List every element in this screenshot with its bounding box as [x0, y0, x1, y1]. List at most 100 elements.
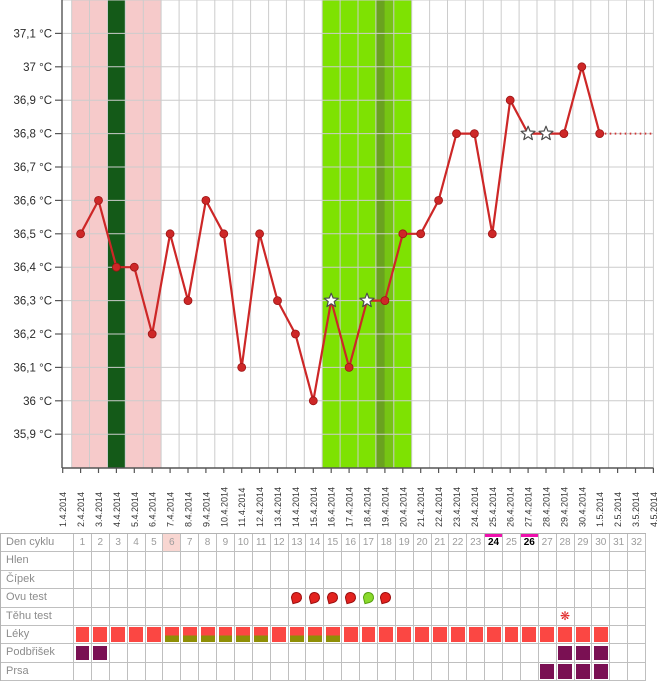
temp-point[interactable]: [165, 229, 175, 239]
day-cell[interactable]: [127, 589, 146, 608]
star-marker[interactable]: [359, 292, 375, 308]
day-cell[interactable]: [360, 625, 378, 645]
day-cell[interactable]: [556, 552, 575, 571]
medication-square[interactable]: [486, 627, 501, 642]
ovulation-test-negative-drop-icon[interactable]: [379, 590, 393, 605]
day-cell[interactable]: [610, 589, 629, 608]
ovulation-test-negative-drop-icon[interactable]: [325, 590, 339, 605]
temp-point[interactable]: [290, 329, 300, 339]
day-cell[interactable]: [288, 644, 307, 663]
day-cell[interactable]: [556, 589, 575, 608]
day-cell[interactable]: [288, 625, 307, 645]
day-cell[interactable]: [91, 589, 110, 608]
day-cell[interactable]: [395, 607, 414, 626]
medication-square[interactable]: [343, 627, 358, 642]
day-number[interactable]: 23: [470, 537, 482, 548]
day-cell[interactable]: [556, 625, 575, 645]
day-cell[interactable]: [145, 570, 164, 590]
day-number[interactable]: 25: [505, 537, 517, 548]
day-cell[interactable]: [145, 552, 164, 571]
day-cell[interactable]: 10: [234, 534, 253, 553]
day-cell[interactable]: 22: [449, 534, 468, 553]
day-cell[interactable]: [181, 662, 200, 681]
day-cell[interactable]: [199, 607, 217, 626]
day-cell[interactable]: [377, 589, 396, 608]
day-cell[interactable]: [485, 589, 503, 608]
day-cell[interactable]: [91, 662, 110, 681]
day-cell[interactable]: [306, 662, 325, 681]
day-cell[interactable]: [556, 662, 575, 681]
breasts-square[interactable]: [558, 664, 572, 679]
day-cell[interactable]: [217, 662, 235, 681]
day-cell[interactable]: [592, 552, 611, 571]
day-cell[interactable]: [413, 552, 432, 571]
day-cell[interactable]: [538, 625, 557, 645]
day-cell[interactable]: [431, 625, 450, 645]
day-cell[interactable]: [485, 662, 503, 681]
day-cell[interactable]: [467, 552, 486, 571]
day-cell[interactable]: [413, 589, 432, 608]
day-cell[interactable]: [288, 607, 307, 626]
day-number[interactable]: 32: [631, 537, 643, 548]
lower-abdomen-square[interactable]: [93, 645, 108, 661]
day-cell[interactable]: [306, 552, 325, 571]
day-cell[interactable]: [538, 607, 557, 626]
medication-square-two-tone[interactable]: [218, 627, 233, 642]
day-cell[interactable]: [74, 589, 92, 608]
temp-point[interactable]: [183, 296, 193, 306]
day-cell[interactable]: [234, 644, 253, 663]
medication-square[interactable]: [397, 627, 412, 642]
day-cell[interactable]: [270, 607, 289, 626]
day-cell[interactable]: [360, 552, 378, 571]
day-cell[interactable]: [503, 625, 521, 645]
day-number[interactable]: 8: [204, 537, 211, 548]
day-cell[interactable]: [109, 570, 128, 590]
day-cell[interactable]: [377, 570, 396, 590]
day-cell[interactable]: [377, 644, 396, 663]
day-cell[interactable]: [91, 607, 110, 626]
day-cell[interactable]: [74, 552, 92, 571]
day-cell[interactable]: [467, 644, 486, 663]
day-cell[interactable]: [342, 607, 360, 626]
temp-point[interactable]: [434, 195, 444, 205]
day-cell[interactable]: [306, 625, 325, 645]
day-cell[interactable]: [127, 552, 146, 571]
day-cell[interactable]: [538, 662, 557, 681]
day-cell[interactable]: [574, 607, 593, 626]
day-number[interactable]: 14: [309, 537, 321, 548]
day-cell[interactable]: [306, 589, 325, 608]
day-cell[interactable]: 19: [395, 534, 414, 553]
day-cell[interactable]: [74, 662, 92, 681]
day-cell[interactable]: [503, 570, 521, 590]
day-cell[interactable]: [520, 570, 539, 590]
medication-square[interactable]: [576, 627, 590, 642]
day-cell[interactable]: 23: [467, 534, 486, 553]
day-cell[interactable]: [592, 625, 611, 645]
day-cell[interactable]: [342, 644, 360, 663]
day-cell[interactable]: 24: [485, 534, 503, 553]
day-cell[interactable]: 26: [520, 534, 539, 553]
day-cell[interactable]: [217, 552, 235, 571]
day-cell[interactable]: 2: [91, 534, 110, 553]
day-number[interactable]: 28: [559, 537, 571, 548]
day-number[interactable]: 3: [115, 537, 121, 548]
day-cell[interactable]: [234, 607, 253, 626]
day-cell[interactable]: [288, 662, 307, 681]
day-cell[interactable]: [234, 662, 253, 681]
day-cell[interactable]: [234, 570, 253, 590]
day-cell[interactable]: [360, 607, 378, 626]
day-cell[interactable]: [556, 644, 575, 663]
day-cell[interactable]: 5: [145, 534, 164, 553]
day-cell[interactable]: [449, 607, 468, 626]
day-cell[interactable]: [324, 625, 343, 645]
day-cell[interactable]: [377, 625, 396, 645]
day-cell[interactable]: [234, 589, 253, 608]
day-cell[interactable]: [109, 662, 128, 681]
day-cell[interactable]: [252, 625, 271, 645]
temp-point[interactable]: [147, 329, 157, 339]
temp-point[interactable]: [505, 95, 515, 105]
day-number[interactable]: 4: [133, 537, 139, 548]
lower-abdomen-square[interactable]: [593, 645, 608, 661]
day-cell[interactable]: [127, 662, 146, 681]
day-cell[interactable]: [181, 552, 200, 571]
